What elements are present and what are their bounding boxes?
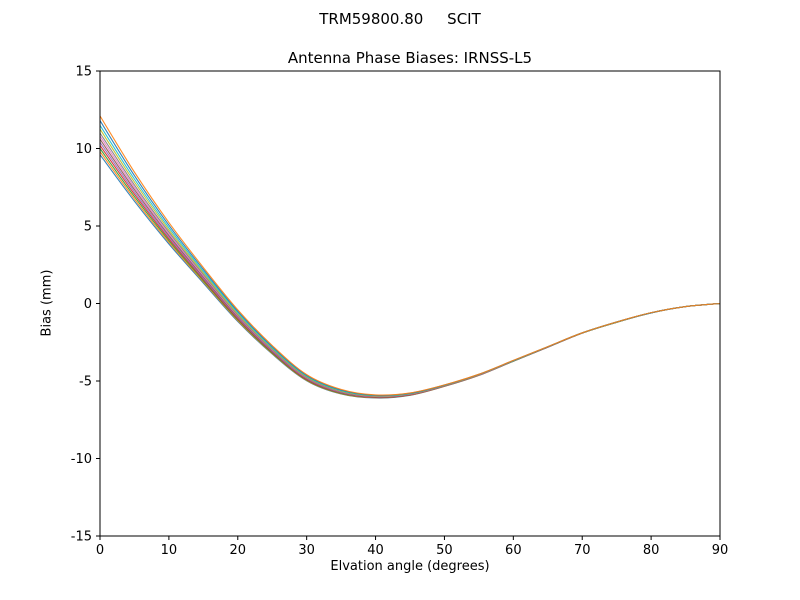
x-tick-label: 20 xyxy=(230,543,247,558)
x-tick-label: 40 xyxy=(367,543,384,558)
axes-spines xyxy=(99,70,721,537)
figure-suptitle: TRM59800.80 SCIT xyxy=(319,10,481,28)
y-tick-label: 10 xyxy=(75,142,92,157)
x-tick-label: 90 xyxy=(712,543,729,558)
series-line-1 xyxy=(99,154,721,399)
x-tick-label: 70 xyxy=(574,543,591,558)
y-tick-label: 15 xyxy=(75,65,92,80)
y-tick-label: 5 xyxy=(84,220,92,235)
series-line-12 xyxy=(99,115,721,396)
x-tick-label: 0 xyxy=(96,543,104,558)
y-tick-label: -10 xyxy=(71,452,92,467)
x-tick-label: 50 xyxy=(436,543,453,558)
x-tick-label: 30 xyxy=(298,543,315,558)
x-tick-label: 10 xyxy=(161,543,178,558)
y-tick-label: 0 xyxy=(84,297,92,312)
series-line-3 xyxy=(99,148,721,399)
x-tick-label: 80 xyxy=(643,543,660,558)
y-tick-label: -15 xyxy=(71,530,92,545)
chart-title: Antenna Phase Biases: IRNSS-L5 xyxy=(287,49,533,67)
x-axis-label: Elvation angle (degrees) xyxy=(330,559,490,574)
x-tick-label: 60 xyxy=(505,543,522,558)
series-line-2 xyxy=(99,151,721,399)
y-tick-label: -5 xyxy=(79,375,92,390)
